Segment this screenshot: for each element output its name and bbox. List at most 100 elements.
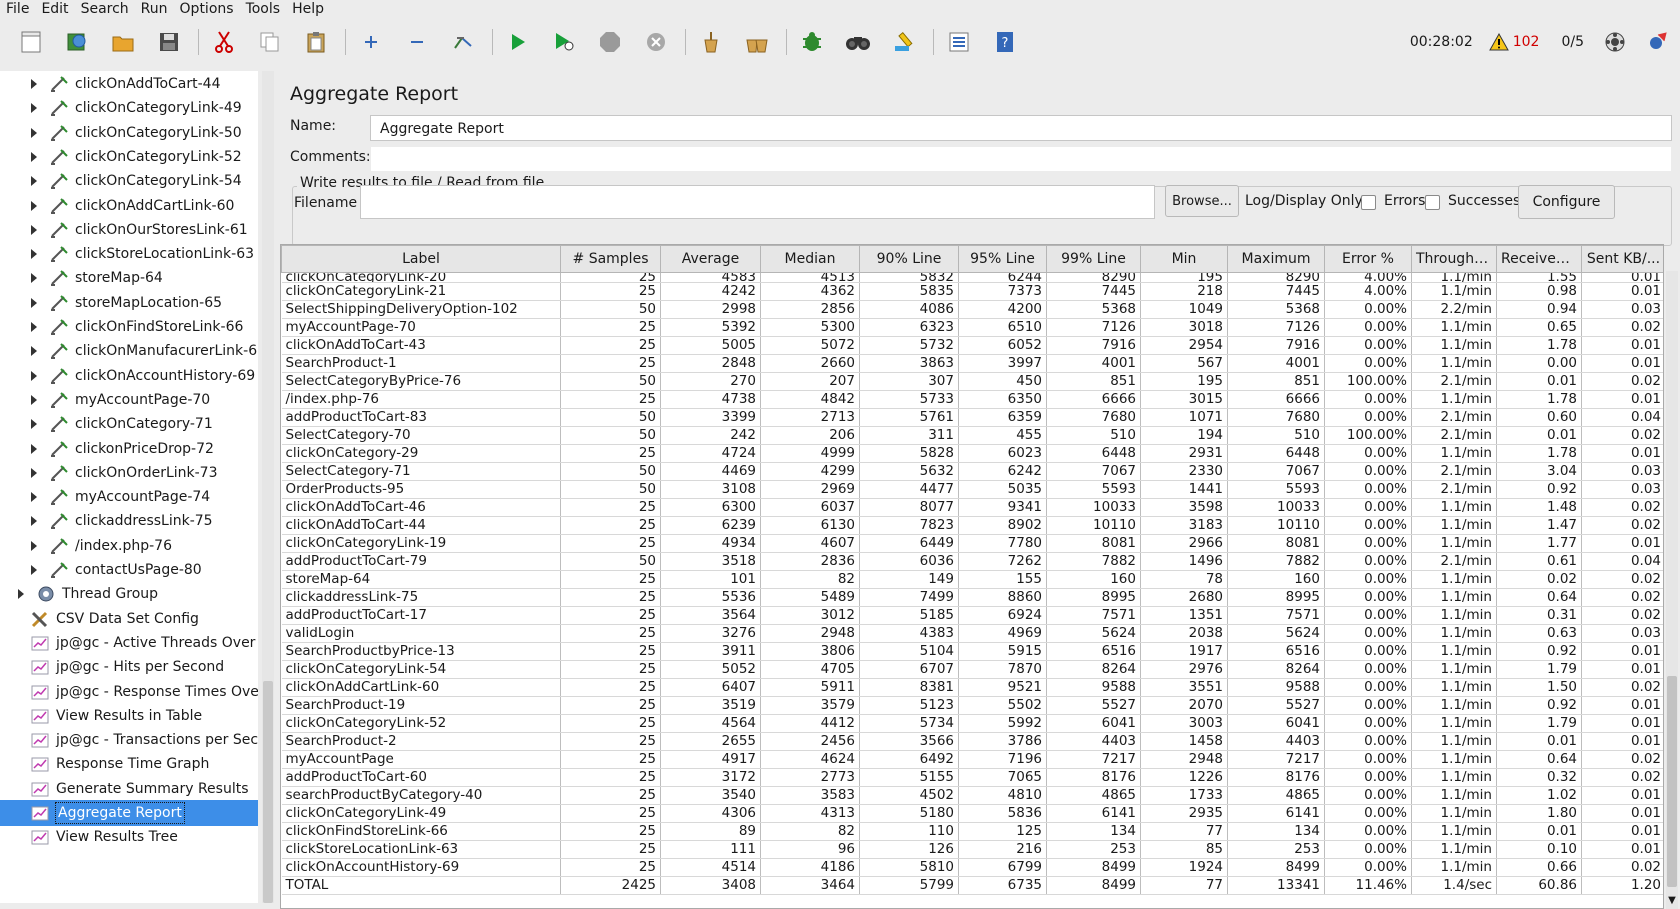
table-row[interactable]: SelectCategoryByPrice-76 50 270 207 307 450 85… [281, 372, 1663, 391]
templates-icon[interactable] [60, 25, 94, 59]
expand-arrow-icon[interactable] [29, 516, 39, 527]
copy-icon[interactable] [253, 25, 287, 59]
warning-count[interactable]: 102 [1512, 34, 1540, 50]
tree-item[interactable]: Aggregate Report [30, 800, 185, 826]
expand-arrow-icon[interactable] [29, 176, 39, 187]
search-icon[interactable] [841, 25, 875, 59]
column-header[interactable]: Error % [1324, 245, 1412, 273]
table-row[interactable]: clickStoreLocationLink-63 25 111 96 126 216 25… [281, 840, 1663, 859]
expand-arrow-icon[interactable] [29, 467, 39, 478]
tree-item[interactable]: clickOnCategoryLink-50 [29, 120, 242, 146]
browse-button[interactable]: Browse... [1165, 185, 1239, 217]
table-row[interactable]: SelectCategory-70 50 242 206 311 455 510 194 510… [281, 426, 1663, 445]
table-row[interactable]: searchProductByCategory-40 25 3540 3583 4502… [281, 786, 1663, 805]
column-header[interactable]: # Samples [560, 245, 661, 273]
tree-scroll-thumb[interactable] [263, 681, 273, 903]
expand-arrow-icon[interactable] [16, 589, 26, 600]
table-row[interactable]: clickOnAddToCart-44 25 6239 6130 7823 8902 101… [281, 516, 1663, 535]
clear-icon[interactable] [694, 25, 728, 59]
tree-item[interactable]: Thread Group [16, 581, 158, 607]
errors-checkbox[interactable] [1361, 195, 1376, 210]
warning-icon[interactable] [1488, 33, 1509, 51]
expand-arrow-icon[interactable] [29, 492, 39, 503]
column-header[interactable]: 90% Line [859, 245, 959, 273]
tree-item[interactable]: clickOnCategoryLink-52 [29, 144, 242, 170]
menu-help[interactable]: Help [292, 1, 324, 17]
collapse-icon[interactable] [400, 25, 434, 59]
menu-run[interactable]: Run [140, 1, 168, 17]
start-no-pause-icon[interactable] [547, 25, 581, 59]
table-row[interactable]: clickOnFindStoreLink-66 25 89 82 110 125 134 77… [281, 822, 1663, 841]
table-scrollbar[interactable]: ▼ [1666, 271, 1678, 909]
table-row[interactable]: TOTAL 2425 3408 3464 5799 6735 8499 77 13341 11.4… [281, 876, 1663, 895]
tree-scrollbar[interactable] [262, 71, 274, 903]
table-row[interactable]: myAccountPage-70 25 5392 5300 6323 6510 7126 30… [281, 318, 1663, 337]
aggregate-table[interactable]: Label # Samples Average Median 90% Line 95% L… [280, 244, 1664, 909]
tree-item[interactable]: clickOnOurStoresLink-61 [29, 217, 248, 243]
table-row[interactable]: clickOnAddToCart-43 25 5005 5072 5732 6052 791… [281, 336, 1663, 355]
expand-arrow-icon[interactable] [29, 200, 39, 211]
scroll-down-icon[interactable]: ▼ [1668, 895, 1676, 906]
column-header[interactable]: Label [281, 245, 561, 273]
clear-all-icon[interactable] [740, 25, 774, 59]
tree-item[interactable]: clickOnCategoryLink-49 [29, 95, 242, 121]
column-header[interactable]: Maximum [1227, 245, 1325, 273]
table-row[interactable]: SearchProduct-1 25 2848 2660 3863 3997 4001 567… [281, 354, 1663, 373]
successes-checkbox[interactable] [1425, 195, 1440, 210]
table-row[interactable]: SelectCategory-71 50 4469 4299 5632 6242 7067 2… [281, 462, 1663, 481]
cut-icon[interactable] [207, 25, 241, 59]
configure-button[interactable]: Configure [1518, 185, 1615, 219]
table-row[interactable]: clickOnCategoryLink-20 25 4583 4513 5832 6244… [281, 272, 1663, 283]
table-row[interactable]: clickOnCategoryLink-19 25 4934 4607 6449 7780… [281, 534, 1663, 553]
tree-item[interactable]: clickOnOrderLink-73 [29, 460, 218, 486]
tree-item[interactable]: Generate Summary Results [30, 776, 249, 802]
table-row[interactable]: clickOnCategoryLink-49 25 4306 4313 5180 5836… [281, 804, 1663, 823]
tree-item[interactable]: clickOnCategory-71 [29, 411, 213, 437]
tree-item[interactable]: myAccountPage-74 [29, 484, 210, 510]
toggle-icon[interactable] [446, 25, 480, 59]
column-header[interactable]: Throughput [1411, 245, 1497, 273]
table-row[interactable]: clickOnCategoryLink-54 25 5052 4705 6707 7870… [281, 660, 1663, 679]
paste-icon[interactable] [299, 25, 333, 59]
tree-item[interactable]: View Results in Table [30, 703, 202, 729]
expand-arrow-icon[interactable] [29, 540, 39, 551]
expand-arrow-icon[interactable] [29, 249, 39, 260]
tree-item[interactable]: clickOnManufacurerLink-68 [29, 338, 258, 364]
tree-item[interactable]: jp@gc - Response Times Over T [30, 679, 258, 705]
tree-item[interactable]: View Results Tree [30, 824, 178, 850]
tree-item[interactable]: clickonPriceDrop-72 [29, 436, 214, 462]
save-icon[interactable] [152, 25, 186, 59]
expand-arrow-icon[interactable] [29, 127, 39, 138]
tree-item[interactable]: jp@gc - Active Threads Over Ti [30, 630, 258, 656]
start-icon[interactable] [501, 25, 535, 59]
open-icon[interactable] [106, 25, 140, 59]
table-row[interactable]: clickaddressLink-75 25 5536 5489 7499 8860 899… [281, 588, 1663, 607]
table-row[interactable]: clickOnCategoryLink-21 25 4242 4362 5835 7373… [281, 282, 1663, 301]
tree-item[interactable]: CSV Data Set Config [30, 606, 199, 632]
table-row[interactable]: SearchProductbyPrice-13 25 3911 3806 5104 591… [281, 642, 1663, 661]
column-header[interactable]: Median [760, 245, 860, 273]
tree-item[interactable]: jp@gc - Hits per Second [30, 654, 224, 680]
menu-search[interactable]: Search [80, 1, 129, 17]
table-row[interactable]: clickOnCategoryLink-52 25 4564 4412 5734 5992… [281, 714, 1663, 733]
table-row[interactable]: myAccountPage 25 4917 4624 6492 7196 7217 2948 7… [281, 750, 1663, 769]
expand-arrow-icon[interactable] [29, 79, 39, 89]
table-row[interactable]: clickOnAddToCart-46 25 6300 6037 8077 9341 100… [281, 498, 1663, 517]
new-icon[interactable] [14, 25, 48, 59]
remote-icon[interactable] [1604, 31, 1626, 53]
tree-item[interactable]: /index.php-76 [29, 533, 172, 559]
tree-item[interactable]: contactUsPage-80 [29, 557, 202, 583]
menu-tools[interactable]: Tools [245, 1, 281, 17]
expand-arrow-icon[interactable] [29, 346, 39, 357]
expand-arrow-icon[interactable] [29, 151, 39, 162]
table-row[interactable]: /index.php-76 25 4738 4842 5733 6350 6666 3015 6… [281, 390, 1663, 409]
column-header[interactable]: Average [660, 245, 761, 273]
test-plan-tree[interactable]: clickOnAddToCart-44 clickOnCategoryLink-4… [0, 71, 258, 903]
column-header[interactable]: 95% Line [958, 245, 1047, 273]
expand-arrow-icon[interactable] [29, 273, 39, 284]
column-header[interactable]: Sent KB/... [1581, 245, 1663, 273]
tree-item[interactable]: clickOnFindStoreLink-66 [29, 314, 243, 340]
table-row[interactable]: storeMap-64 25 101 82 149 155 160 78 160 0.00% 1.1… [281, 570, 1663, 589]
log-viewer-icon[interactable] [942, 25, 976, 59]
tree-item[interactable]: clickOnAddToCart-44 [29, 71, 220, 97]
